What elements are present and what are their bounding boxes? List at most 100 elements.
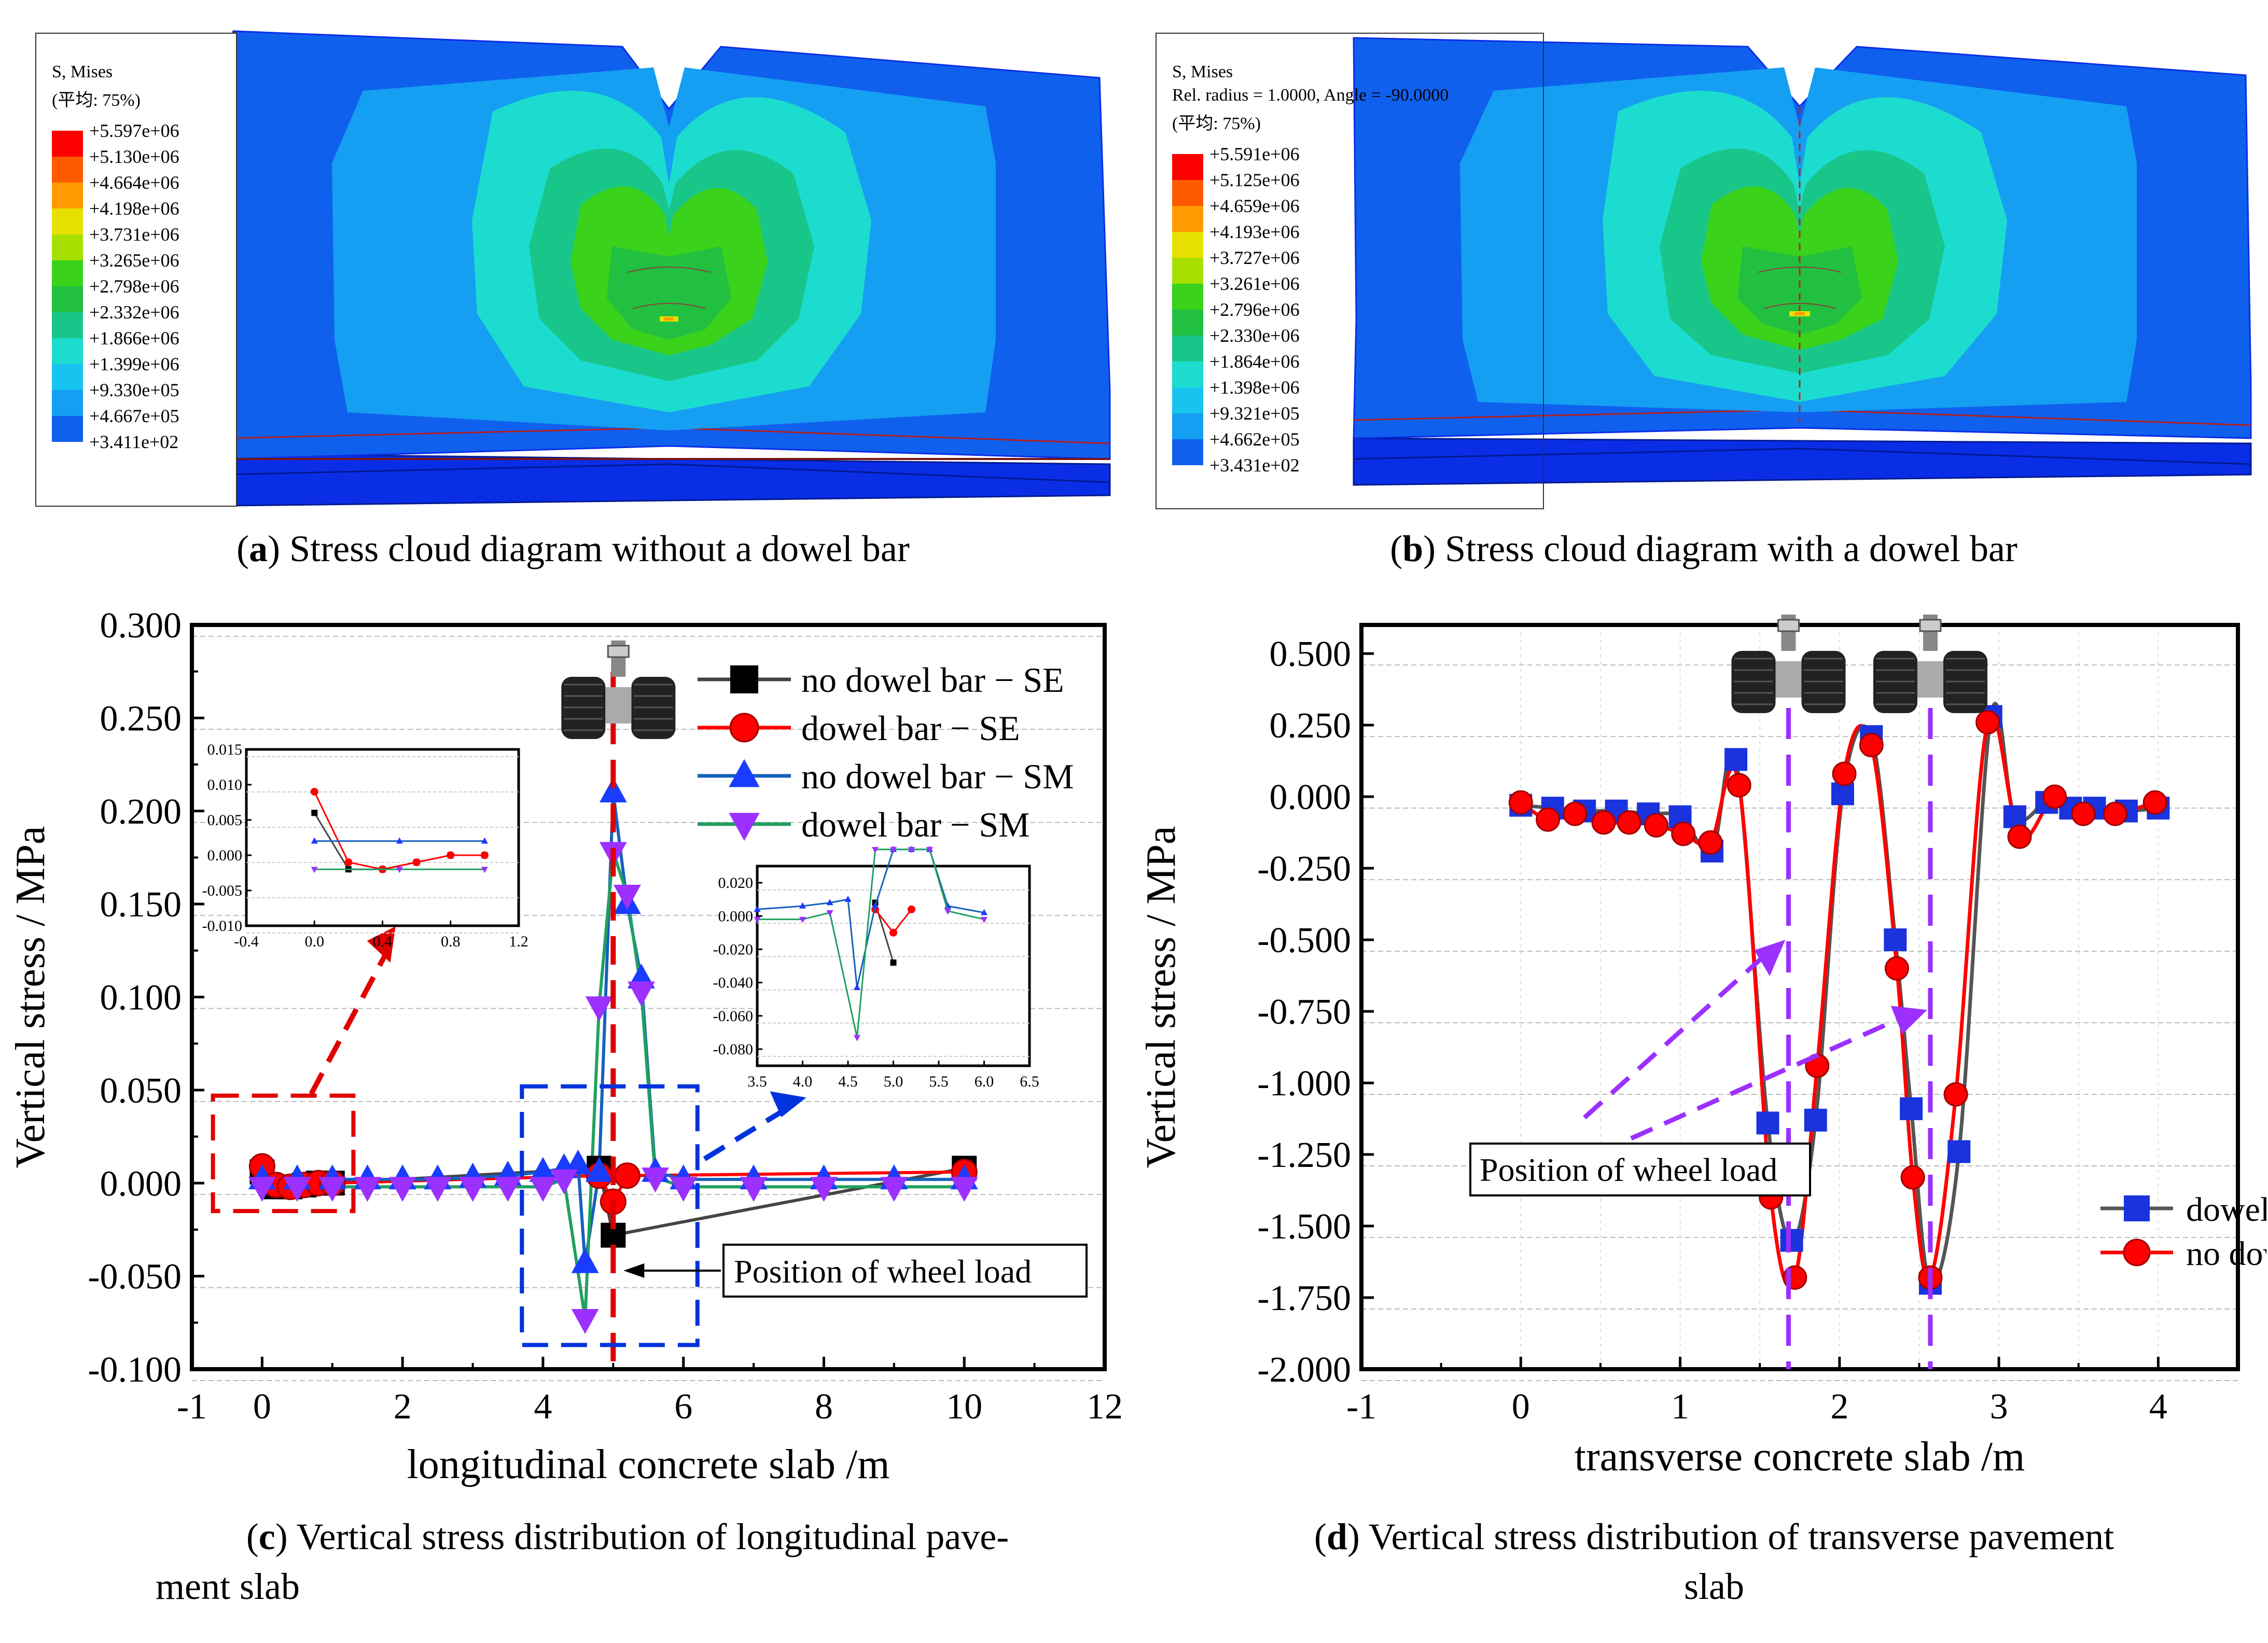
caption-letter: c <box>258 1516 275 1557</box>
legend-row: +3.731e+06 <box>52 223 223 260</box>
x-axis-title: longitudinal concrete slab /m <box>407 1442 890 1487</box>
data-point <box>388 1177 416 1202</box>
x-tick-label: 0 <box>253 1387 271 1427</box>
x-tick-label: 3 <box>1990 1387 2008 1427</box>
wheel-load-annotation: Position of wheel load <box>1469 1143 1811 1196</box>
legend-swatch <box>52 157 83 183</box>
legend-value: +3.731e+06 <box>89 224 179 245</box>
legend-label: dowel bar <box>2186 1191 2266 1229</box>
inset-y-tick-label: -0.040 <box>713 974 754 992</box>
caption-b: (b) Stress cloud diagram with a dowel ba… <box>1390 528 2017 569</box>
pointer-head <box>623 1263 645 1278</box>
caption-letter: b <box>1402 528 1424 569</box>
data-point <box>754 906 761 912</box>
data-point <box>944 908 952 915</box>
data-point <box>980 916 988 923</box>
caption-letter: a <box>249 528 268 569</box>
legend-value: +2.330e+06 <box>1209 325 1300 346</box>
data-point <box>740 1177 768 1202</box>
data-point <box>311 867 318 873</box>
data-point <box>283 1177 311 1202</box>
legend-swatch <box>1172 336 1203 361</box>
data-point <box>670 1177 698 1202</box>
inset-x-tick-label: 0.4 <box>373 933 393 950</box>
legend-value: +1.864e+06 <box>1209 351 1300 372</box>
data-point <box>614 1162 641 1189</box>
strut-detail <box>607 645 630 658</box>
inset-y-tick-label: -0.060 <box>713 1008 754 1025</box>
data-point <box>2142 790 2167 815</box>
legend-value: +1.866e+06 <box>89 328 179 349</box>
y-tick-label: 0.000 <box>100 1164 182 1204</box>
inset-x-tick-label: 6.5 <box>1020 1073 1039 1090</box>
data-point <box>2042 784 2067 809</box>
inset-x-tick-label: -0.4 <box>234 933 259 950</box>
data-point <box>642 1167 669 1193</box>
legend-swatch <box>1172 258 1203 284</box>
data-point <box>1644 813 1668 838</box>
data-point <box>1671 822 1696 846</box>
legend-label: no dowel bar − SM <box>801 757 1074 796</box>
pointer-arrow <box>1630 1009 1917 1141</box>
inset-frame <box>245 748 520 927</box>
data-point <box>2123 1238 2151 1266</box>
legend-value: +1.398e+06 <box>1209 377 1300 398</box>
x-tick-label: 4 <box>534 1387 552 1427</box>
data-point <box>613 884 641 910</box>
legend-swatch <box>52 390 83 416</box>
data-point <box>1975 710 2000 735</box>
data-point <box>1536 807 1561 832</box>
inset-x-tick-label: 4.0 <box>793 1073 813 1090</box>
data-point <box>729 713 759 743</box>
data-point <box>926 847 934 854</box>
legend-sub: Rel. radius = 1.0000, Angle = -90.0000 <box>1172 86 1449 105</box>
annotation-text: Position of wheel load <box>734 1253 1032 1290</box>
data-point <box>354 1177 381 1202</box>
legend-value: +2.796e+06 <box>1209 299 1300 320</box>
data-point <box>1508 790 1533 815</box>
legend-label: no dowel bar − SE <box>801 660 1064 700</box>
legend-swatch <box>52 183 83 208</box>
data-point <box>754 916 761 923</box>
x-tick-label: 8 <box>815 1387 833 1427</box>
inset-x-tick-label: 5.0 <box>884 1073 903 1090</box>
landing-gear-icon <box>1873 615 1987 713</box>
data-point <box>412 858 421 867</box>
inset-x-tick-label: 0.8 <box>441 933 461 950</box>
data-point <box>248 1177 276 1202</box>
data-point <box>1617 810 1641 835</box>
legend-swatch <box>1172 439 1203 465</box>
chart-legend: dowel bar no dowel bar <box>2100 1191 2266 1273</box>
legend-value: +4.664e+06 <box>89 172 179 193</box>
panel-a-legend: S, Mises (平均: 75%) +5.597e+06 +5.130e+06 +… <box>35 33 237 507</box>
legend-row: +5.125e+06 <box>1172 169 1343 206</box>
data-point <box>344 858 353 867</box>
y-tick-label: 0.050 <box>100 1071 182 1111</box>
data-point <box>1947 1140 1971 1163</box>
inset-plot: -0.080 -0.060 -0.040 -0.020 0.000 0.020 3.5 4.0… <box>713 845 1039 1090</box>
legend-value: +5.125e+06 <box>1209 170 1300 190</box>
x-axis-title: transverse concrete slab /m <box>1575 1434 2025 1480</box>
strut-detail <box>1777 619 1800 632</box>
data-point <box>2007 824 2032 849</box>
arrow-head <box>1754 940 1786 977</box>
inset-x-tick-label: 6.0 <box>975 1073 994 1090</box>
legend-value: +5.597e+06 <box>89 120 179 141</box>
panel-b-legend: S, Mises Rel. radius = 1.0000, Angle = -… <box>1156 33 1544 509</box>
inset-y-tick-label: 0.000 <box>718 908 754 925</box>
data-point <box>1884 956 1909 981</box>
panel-b-slab <box>1353 37 2252 486</box>
legend-row: +2.796e+06 <box>1172 298 1343 336</box>
inset-y-tick-label: 0.015 <box>207 741 243 758</box>
legend-row: +3.431e+02 <box>1172 454 1343 480</box>
legend-value: +2.798e+06 <box>89 276 179 297</box>
data-point <box>564 1149 592 1175</box>
y-tick-label: -1.500 <box>1257 1207 1351 1247</box>
legend-value: +2.332e+06 <box>89 302 179 323</box>
legend-swatch <box>52 260 83 286</box>
x-tick-label: 2 <box>1830 1387 1848 1427</box>
data-point <box>494 1177 522 1202</box>
inset-x-tick-label: 5.5 <box>929 1073 949 1090</box>
data-point <box>2003 805 2026 828</box>
legend-swatch <box>1172 310 1203 336</box>
